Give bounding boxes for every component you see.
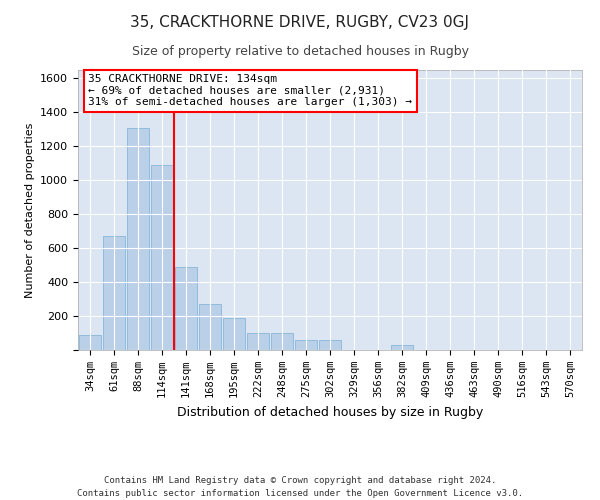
Bar (391, 345, 413, 350)
Text: Size of property relative to detached houses in Rugby: Size of property relative to detached ho… (131, 45, 469, 58)
Bar (103, 236, 125, 350)
Bar (175, 267, 197, 350)
X-axis label: Distribution of detached houses by size in Rugby: Distribution of detached houses by size … (177, 406, 483, 418)
Bar (223, 318, 245, 350)
Bar (199, 304, 221, 350)
Bar (295, 340, 317, 350)
Text: 35 CRACKTHORNE DRIVE: 134sqm
← 69% of detached houses are smaller (2,931)
31% of: 35 CRACKTHORNE DRIVE: 134sqm ← 69% of de… (88, 74, 412, 108)
Bar (79, 334, 101, 350)
Bar (271, 333, 293, 350)
Bar (319, 340, 341, 350)
Text: 35, CRACKTHORNE DRIVE, RUGBY, CV23 0GJ: 35, CRACKTHORNE DRIVE, RUGBY, CV23 0GJ (131, 15, 470, 30)
Bar (247, 333, 269, 350)
Bar (151, 165, 173, 350)
Y-axis label: Number of detached properties: Number of detached properties (25, 122, 35, 298)
Text: Contains HM Land Registry data © Crown copyright and database right 2024.
Contai: Contains HM Land Registry data © Crown c… (77, 476, 523, 498)
Bar (127, 128, 149, 350)
